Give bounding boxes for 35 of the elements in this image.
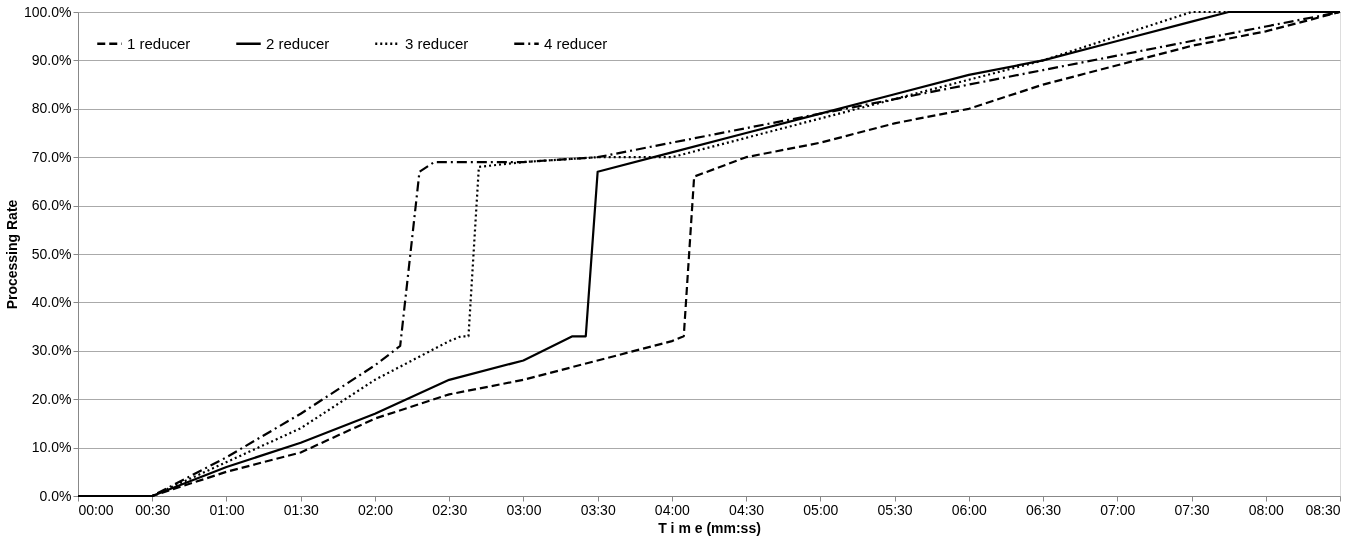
y-tick-label: 40.0% xyxy=(31,293,72,310)
x-tick-label: 06:30 xyxy=(1026,501,1062,518)
x-tick-label: 01:00 xyxy=(209,501,245,518)
y-tick-label: 80.0% xyxy=(31,100,72,117)
x-tick-label: 06:00 xyxy=(951,501,988,518)
y-tick-label: 20.0% xyxy=(31,390,72,407)
y-tick-label: 30.0% xyxy=(31,342,72,359)
x-tick-label: 07:30 xyxy=(1174,501,1210,518)
x-tick-label: 00:30 xyxy=(135,501,171,518)
x-tick-label: 03:00 xyxy=(506,501,542,518)
y-axis-title: Processing Rate xyxy=(4,199,21,310)
x-tick-label: 01:30 xyxy=(283,501,319,518)
y-tick-label: 90.0% xyxy=(31,51,72,68)
y-tick-label: 0.0% xyxy=(39,487,72,504)
y-tick-label: 10.0% xyxy=(31,439,72,456)
x-tick-label: 05:00 xyxy=(803,501,839,518)
legend-label: 3 reducer xyxy=(405,34,469,52)
x-tick-label: 07:00 xyxy=(1100,501,1136,518)
x-axis-title: T i m e (mm:ss) xyxy=(658,519,761,536)
x-tick-label: 03:30 xyxy=(580,501,616,518)
x-tick-label: 02:00 xyxy=(357,501,394,518)
legend-label: 1 reducer xyxy=(127,34,191,52)
legend-label: 2 reducer xyxy=(266,34,330,52)
x-tick-label: 05:30 xyxy=(877,501,913,518)
x-tick-label: 04:30 xyxy=(729,501,765,518)
x-tick-label: 08:00 xyxy=(1248,501,1284,518)
legend-label: 4 reducer xyxy=(544,34,608,52)
y-tick-label: 100.0% xyxy=(24,3,72,20)
y-tick-label: 60.0% xyxy=(31,197,72,214)
x-tick-label: 00:00 xyxy=(78,501,114,518)
x-tick-label: 08:30 xyxy=(1305,501,1341,518)
x-tick-label: 02:30 xyxy=(432,501,468,518)
y-tick-label: 70.0% xyxy=(31,148,72,165)
y-tick-label: 50.0% xyxy=(31,245,72,262)
x-tick-label: 04:00 xyxy=(654,501,691,518)
